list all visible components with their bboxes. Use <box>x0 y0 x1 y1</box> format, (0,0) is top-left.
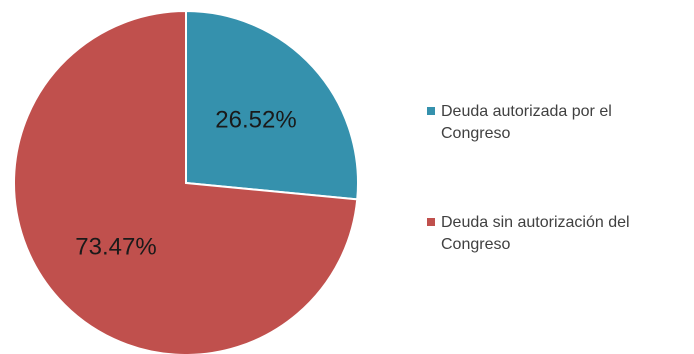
legend-label-1-line-1: Deuda autorizada por el <box>441 103 612 120</box>
slice-value-label-1: 26.52% <box>215 106 296 133</box>
legend-item-2: Deuda sin autorización del Congreso <box>427 214 630 253</box>
legend-item-1: Deuda autorizada por el Congreso <box>427 103 612 142</box>
legend-label-2-line-2: Congreso <box>441 236 510 253</box>
legend-swatch-2 <box>427 218 435 226</box>
legend-label-2-line-1: Deuda sin autorización del <box>441 214 630 231</box>
pie-slice-2 <box>13 9 359 354</box>
legend-label-1-line-2: Congreso <box>441 125 510 142</box>
slice-labels: 26.52% 73.47% <box>75 106 296 260</box>
slice-value-label-2: 73.47% <box>75 234 156 261</box>
pie-slices <box>13 9 359 354</box>
legend-swatch-1 <box>427 107 435 115</box>
pie-slice-1 <box>185 9 359 201</box>
